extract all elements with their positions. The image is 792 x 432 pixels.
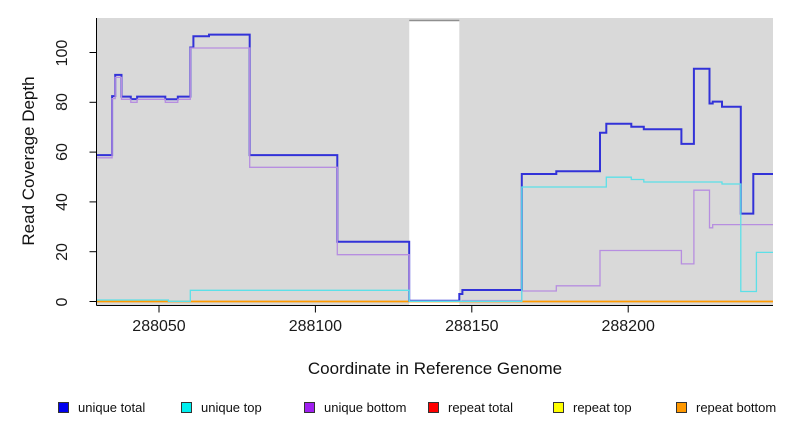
legend-item-label: unique top [201,399,262,415]
legend-swatch [676,401,687,413]
y-tick-label: 100 [54,39,71,66]
legend-item-label: unique total [78,399,146,415]
legend-item-repeat-total: repeat total [428,399,513,415]
legend-swatch [58,401,69,413]
legend-swatch [304,401,315,413]
x-tick-label: 288150 [445,318,499,335]
series-line-unique-total [97,33,773,302]
legend-item-label: repeat top [573,399,632,415]
legend-item-unique-bottom: unique bottom [304,399,406,415]
legend-item-label: repeat bottom [696,399,777,415]
legend-swatch [181,401,192,413]
legend-item-label: repeat total [448,399,514,415]
x-tick-label: 288050 [132,318,186,335]
legend-item-label: unique bottom [324,399,407,415]
x-tick-label: 288200 [601,318,655,335]
legend-swatch [553,401,564,413]
legend-item-repeat-bottom: repeat bottom [676,399,776,415]
y-axis-label: Read Coverage Depth [19,76,38,246]
series-line-unique-top [97,176,773,302]
series-line-unique-bottom [97,47,773,302]
legend-item-unique-top: unique top [181,399,262,415]
no-data-band [409,21,460,305]
legend-item-repeat-top: repeat top [553,399,632,415]
legend-swatch [428,401,439,413]
x-axis-label: Coordinate in Reference Genome [307,359,563,378]
legend-item-unique-total: unique total [58,399,145,415]
x-tick-label: 288100 [288,318,343,335]
